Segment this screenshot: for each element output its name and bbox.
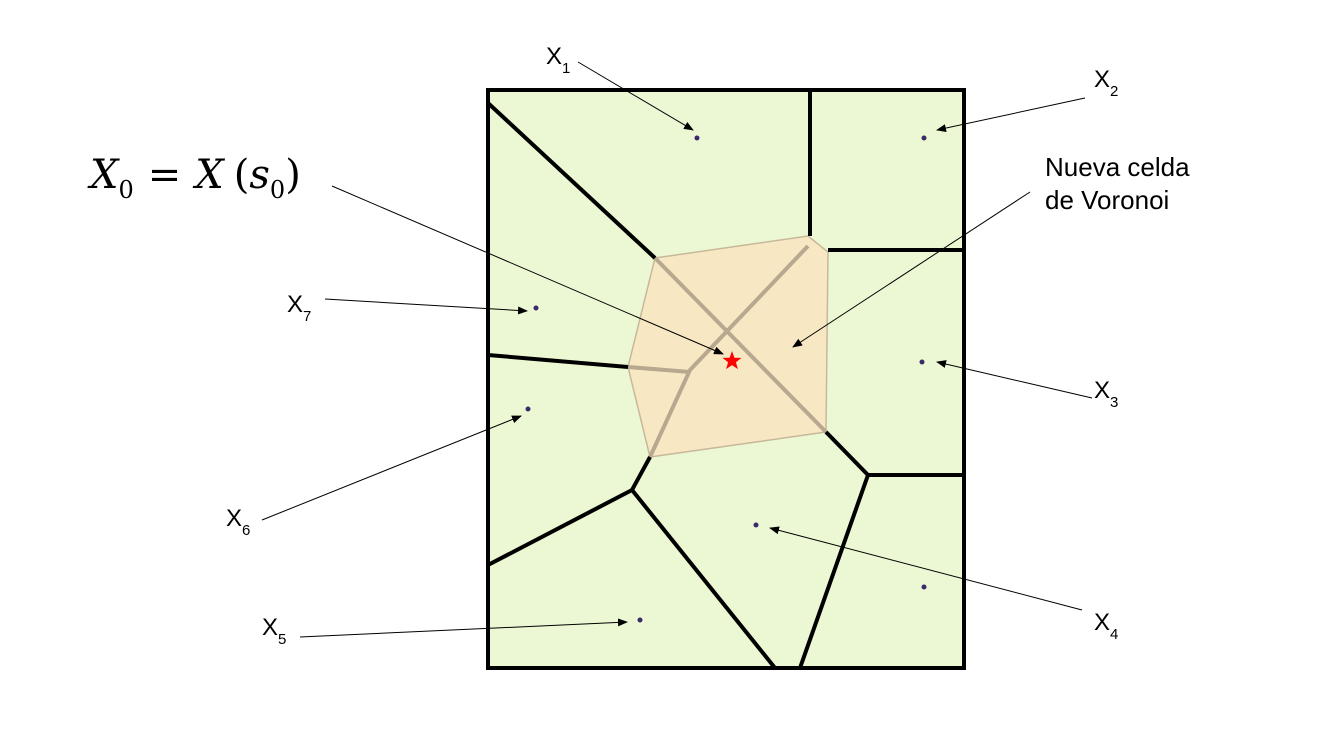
- arrow-x0: [331, 185, 724, 355]
- site-point-x2: [921, 135, 927, 141]
- label-x1: X1: [546, 43, 570, 77]
- site-point-x5: [637, 617, 643, 623]
- site-point-x1: [694, 135, 700, 141]
- arrow-x7: [324, 298, 528, 315]
- site-point-x6: [525, 406, 531, 412]
- old-edges-in-new-cell: [627, 244, 828, 458]
- label-x7: X7: [287, 291, 311, 325]
- voronoi-edges: [486, 90, 964, 670]
- arrow-new-cell: [792, 191, 1031, 348]
- label-x4: X4: [1094, 609, 1118, 643]
- site-point-x7: [533, 305, 539, 311]
- arrow-x3: [936, 360, 1093, 399]
- site-point-x4: [753, 522, 759, 528]
- label-x3: X3: [1094, 377, 1118, 411]
- label-x2: X2: [1094, 66, 1118, 100]
- label-x5: X5: [262, 614, 286, 648]
- arrow-x4: [769, 526, 1083, 611]
- arrow-x6: [261, 415, 522, 521]
- new-voronoi-cell: [627, 235, 829, 458]
- label-x6: X6: [226, 505, 250, 539]
- site-points: [525, 135, 927, 623]
- new-cell-label-line1: Nueva celda: [1045, 152, 1190, 182]
- region-border: [486, 88, 966, 670]
- site-point-x3: [919, 359, 925, 365]
- equation-x0: X0 = X (s0): [87, 152, 301, 204]
- arrow-x2: [936, 97, 1086, 133]
- new-cell-label-line2: de Voronoi: [1045, 185, 1169, 215]
- arrow-x5: [299, 618, 628, 638]
- site-point-extra: [921, 584, 927, 590]
- new-point-star-icon: [722, 351, 742, 370]
- leader-arrows: [261, 61, 1093, 638]
- arrow-x1: [577, 61, 694, 131]
